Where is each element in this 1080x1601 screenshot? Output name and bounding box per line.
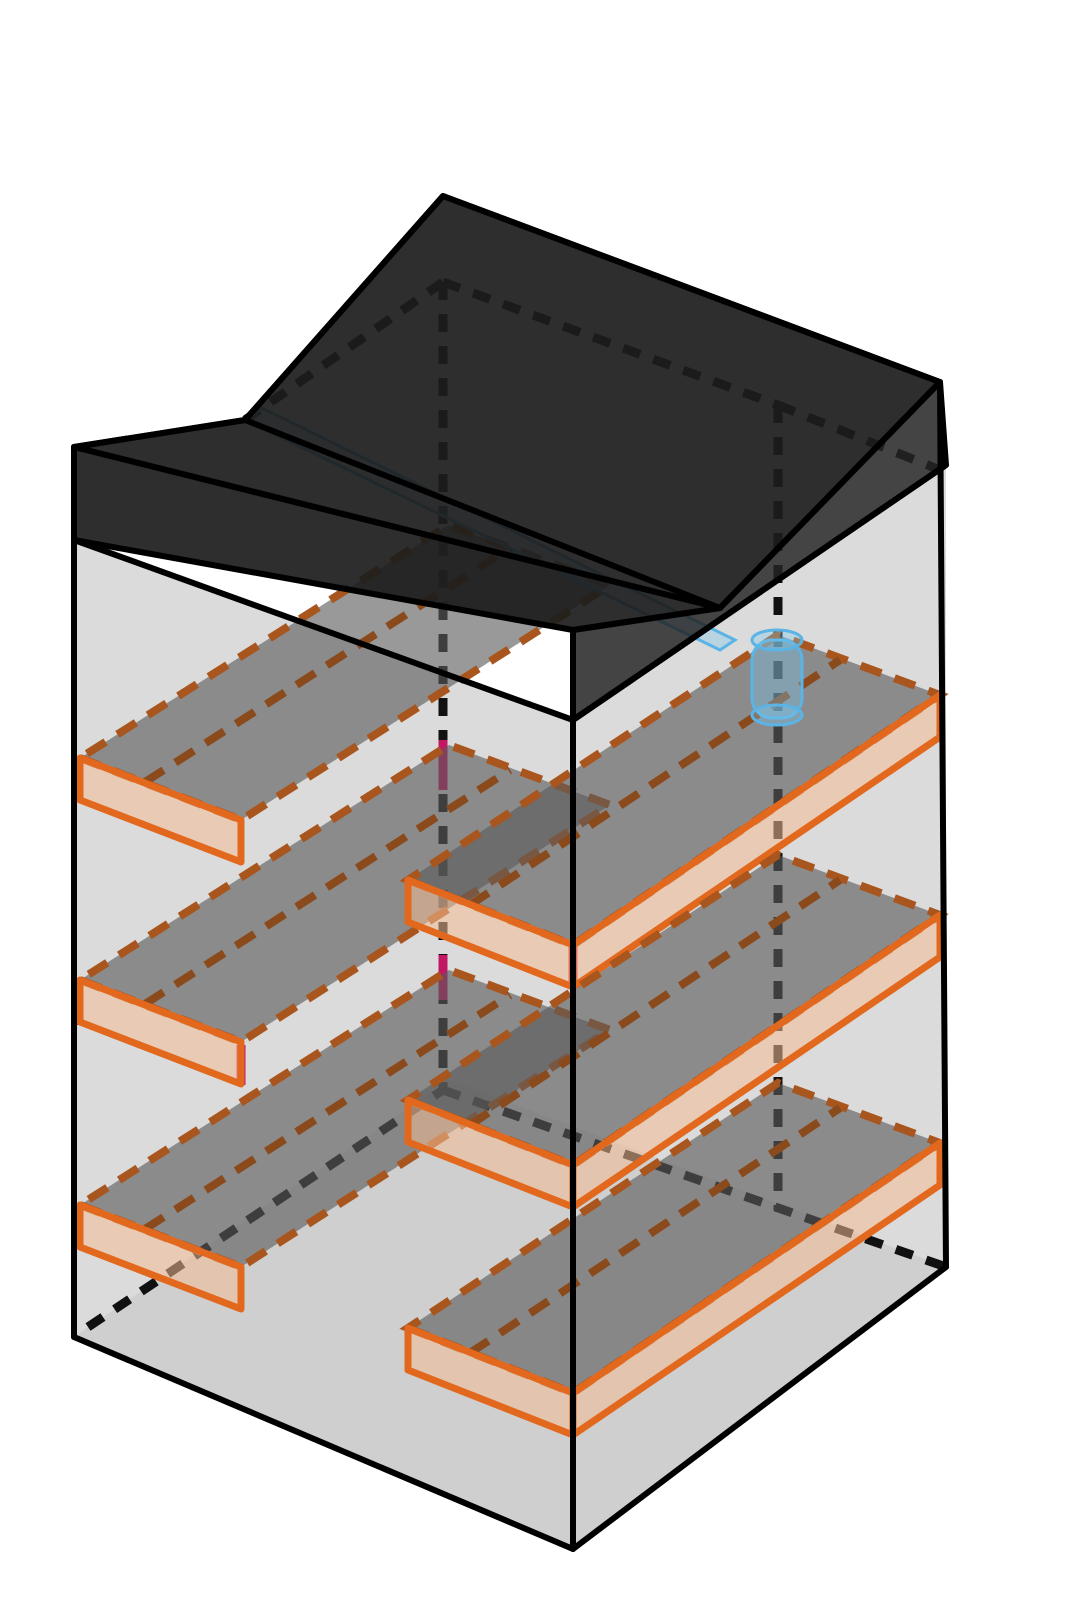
ramp-left-middle	[71, 740, 619, 1088]
ramp-right-middle	[399, 850, 949, 1211]
front-bottom-edge-left	[71, 1334, 576, 1552]
front-top-edge-right	[570, 462, 949, 723]
light-well-top	[750, 628, 804, 652]
right-vertical-edge	[937, 379, 949, 1270]
front-top-edge-left	[71, 537, 576, 723]
roof-ridge-line	[242, 193, 943, 423]
ramp-left-lower	[71, 965, 619, 1313]
box-outline	[71, 379, 949, 1552]
front-bottom-edge-right	[570, 1264, 949, 1552]
roof-valley-line	[242, 417, 723, 611]
roof-eave-edge	[71, 417, 248, 450]
light-well-bottom	[750, 703, 804, 727]
light-well-cylinder	[750, 638, 804, 720]
